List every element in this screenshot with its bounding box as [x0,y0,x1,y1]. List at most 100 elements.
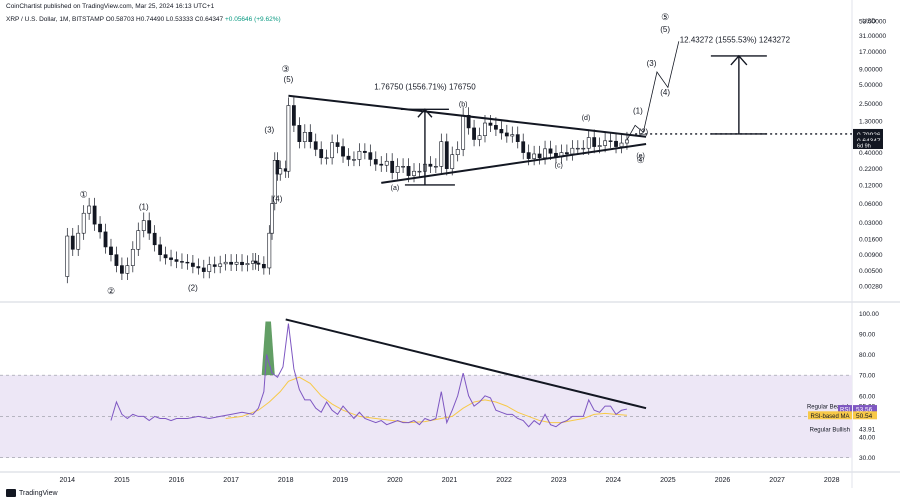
wave-label-projected: (4) [660,88,670,97]
candle-body [352,159,356,161]
price-tick-label: 0.00900 [859,252,883,259]
candle-body [504,132,509,137]
candle-body [286,105,291,172]
measured-move-2-label: 12.43272 (1555.53%) 1243272 [680,35,791,44]
triangle-lower-trendline [381,143,647,184]
candle-body [169,257,173,260]
candle-body [494,125,498,130]
candle-body [302,131,307,142]
candle-body [564,152,569,155]
price-label-tag [853,128,883,139]
candle-body [515,134,520,142]
projected-wave-path [626,41,680,141]
rsi-divergence-value: 43.91 [859,426,876,433]
candle-body [510,134,515,137]
price-tick-label: 5.00000 [859,82,883,89]
candle-body [477,135,482,140]
tradingview-footer[interactable]: TradingView [6,489,58,497]
candle-body [614,140,618,147]
price-tick-label: 53.00000 [859,19,886,26]
candle-body [532,153,537,159]
x-tick-label-2023: 2023 [551,477,567,484]
candle-body [92,205,97,225]
candle-body [272,160,277,204]
x-tick-label-2028: 2028 [824,477,840,484]
wave-label: (3) [264,125,274,134]
symbol-line: XRP / U.S. Dollar, 1M, BITSTAMP O0.58703… [6,16,281,23]
rsi-overbought-fill-1 [261,321,275,376]
currency-label: USD [862,18,876,25]
candle-body [439,141,444,167]
x-tick-label-2022: 2022 [496,477,512,484]
wave-label-projected: (5) [660,25,670,34]
wave-label: ⑤ [661,12,669,22]
x-tick-label-2027: 2027 [769,477,785,484]
candle-body [136,230,141,250]
candle-body [412,170,416,176]
symbol-name[interactable]: XRP / U.S. Dollar, 1M, BITSTAMP [6,16,104,23]
wave-label: (e) [636,153,645,160]
x-tick-label-2025: 2025 [660,477,676,484]
candle-body [570,147,575,155]
candle-body [229,261,234,265]
wave-label: ③ [282,64,290,74]
rsi-ma-line [225,376,627,424]
candle-body [147,220,152,234]
candle-body [537,153,542,159]
measured-move-1-arrowhead [417,108,433,118]
candle-body [218,263,223,267]
candle-body [586,137,591,149]
candle-body [450,154,455,169]
wave-label: (2) [188,283,198,292]
candle-body [81,212,86,234]
wave-label-projected: (2) [638,128,648,137]
change-value: +0.05646 (+9.62%) [224,16,281,23]
rsi-tick-label: 90.00 [859,331,876,338]
wave-label: (a) [391,185,400,192]
candle-body [526,152,531,159]
candle-body [324,157,329,159]
rsi-divergence-label: Regular Bullish [810,427,850,433]
candle-body [261,263,266,269]
rsi-ma-value-tag [853,411,877,420]
candle-body [76,232,81,250]
x-tick-label-2016: 2016 [169,477,185,484]
price-tick-label: 0.03000 [859,220,883,227]
candle-body [158,244,163,255]
price-tick-label: 9.00000 [859,66,883,73]
candle-body [521,141,526,153]
price-tick-label: 0.06000 [859,201,883,208]
candle-body [401,166,405,168]
price-tick-label: 0.01600 [859,237,883,244]
x-tick-label-2014: 2014 [60,477,76,484]
price-tick-label: 0.00500 [859,268,883,275]
candle-body [212,264,217,267]
candle-body [592,137,597,147]
candle-body [103,231,108,248]
candle-body [472,127,476,140]
candle-body [65,235,70,277]
candle-body [278,168,283,175]
rsi-value-tag [853,405,877,414]
candle-body [114,254,119,266]
candle-body [234,261,239,265]
candle-body [291,105,296,126]
rsi-label-name: RSI [840,408,850,414]
candle-body [130,248,135,266]
ohlc-values: O0.58703 H0.74490 L0.53333 C0.64347 [105,16,224,23]
rsi-tick-label: 60.00 [859,393,876,400]
wave-label: ② [107,286,115,296]
candle-body [373,159,378,165]
rsi-tick-label: 70.00 [859,373,876,380]
rsi-tick-label: 100.00 [859,311,879,318]
wave-label: ① [80,190,88,200]
candle-body [275,160,280,175]
candle-body [461,114,466,150]
price-tick-label: 1.30000 [859,118,883,125]
rsi-tick-label: 30.00 [859,455,876,462]
candle-body [180,261,184,263]
x-tick-label-2024: 2024 [606,477,622,484]
x-tick-label-2020: 2020 [387,477,403,484]
candle-body [267,232,272,269]
